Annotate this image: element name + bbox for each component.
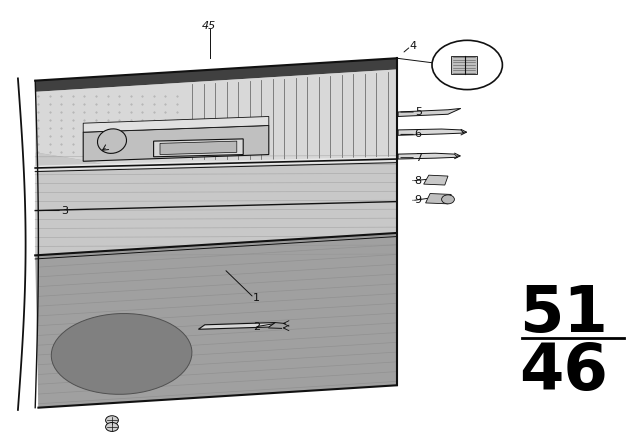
Text: 46: 46 [518, 341, 608, 403]
Text: 6: 6 [415, 129, 422, 139]
Text: 1: 1 [253, 293, 260, 303]
Polygon shape [160, 141, 237, 155]
Text: 8: 8 [415, 176, 422, 185]
Ellipse shape [97, 129, 127, 153]
Text: 45: 45 [202, 21, 216, 30]
Text: 7: 7 [415, 153, 422, 163]
Polygon shape [398, 153, 458, 159]
Text: 2: 2 [253, 322, 260, 332]
Text: 51: 51 [519, 283, 607, 345]
Polygon shape [451, 56, 477, 74]
Text: 3: 3 [61, 206, 68, 215]
Polygon shape [198, 323, 275, 329]
Circle shape [106, 422, 118, 431]
Polygon shape [35, 58, 397, 92]
Polygon shape [35, 233, 397, 408]
Polygon shape [83, 125, 269, 161]
Polygon shape [398, 108, 461, 116]
Circle shape [106, 416, 118, 425]
Ellipse shape [51, 314, 192, 394]
Circle shape [442, 195, 454, 204]
Polygon shape [426, 194, 451, 204]
Circle shape [432, 40, 502, 90]
Text: 5: 5 [415, 107, 422, 117]
Polygon shape [35, 58, 397, 408]
Polygon shape [398, 129, 464, 135]
Text: 9: 9 [415, 195, 422, 205]
Polygon shape [154, 139, 243, 157]
Polygon shape [35, 69, 397, 170]
Polygon shape [35, 152, 397, 255]
Polygon shape [35, 157, 397, 170]
Text: 4: 4 [410, 41, 417, 51]
Polygon shape [424, 175, 448, 185]
Polygon shape [83, 116, 269, 132]
